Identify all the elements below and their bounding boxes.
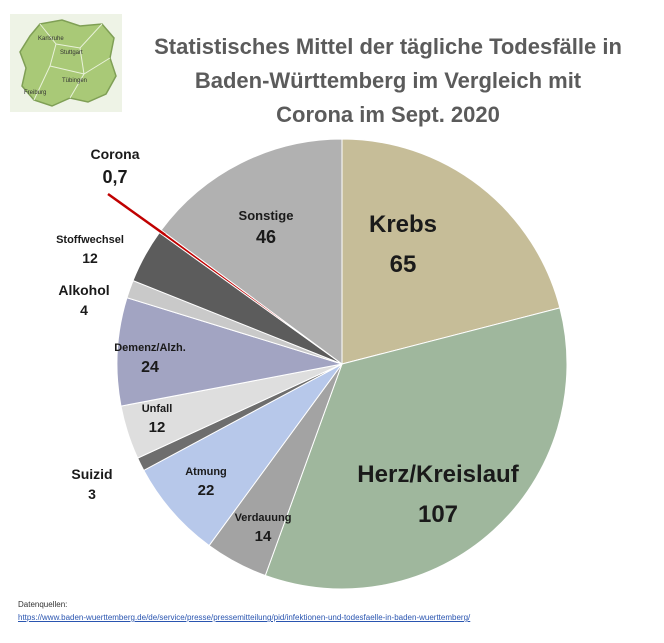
slice-name-alkohol: Alkohol (58, 282, 110, 298)
slice-label-stoffwechsel: Stoffwechsel 12 (40, 234, 140, 267)
baden-wuerttemberg-map-icon: Karlsruhe Stuttgart Tübingen Freiburg (10, 14, 122, 112)
slice-label-sonstige: Sonstige 46 (218, 208, 314, 249)
slice-value-demenz-alzh-: 24 (141, 358, 159, 376)
corona-leader-line (107, 192, 166, 236)
slice-name-unfall: Unfall (141, 403, 173, 415)
slice-name-krebs: Krebs (368, 211, 438, 238)
slice-name-demenz-alzh-: Demenz/Alzh. (114, 342, 186, 354)
chart-title-line-1: Statistisches Mittel der tägliche Todesf… (154, 34, 622, 59)
pie-slice-sonstige (160, 138, 343, 365)
slice-label-herz-kreislauf: Herz/Kreislauf 107 (338, 460, 538, 530)
slice-value-corona: 0,7 (102, 166, 128, 187)
slice-value-krebs: 65 (389, 251, 417, 278)
slice-name-stoffwechsel: Stoffwechsel (56, 234, 124, 246)
sources-label: Datenquellen: (18, 600, 68, 609)
slice-name-verdauung: Verdauung (234, 512, 292, 524)
slice-value-unfall: 12 (148, 418, 166, 436)
pie-slice-herz-kreislauf (264, 307, 568, 590)
chart-title-line-3: Corona im Sept. 2020 (276, 102, 500, 127)
slice-value-suizid: 3 (88, 485, 96, 502)
slice-name-sonstige: Sonstige (238, 208, 294, 223)
map-city-tuebingen: Tübingen (62, 78, 87, 84)
slice-value-sonstige: 46 (255, 227, 277, 248)
slice-name-suizid: Suizid (71, 466, 113, 482)
slice-value-verdauung: 14 (254, 527, 272, 545)
slice-value-herz-kreislauf: 107 (417, 501, 459, 528)
chart-title: Statistisches Mittel der tägliche Todesf… (118, 30, 658, 132)
pie-slice-demenz-alzh- (116, 297, 343, 407)
pie-slice-krebs (341, 138, 561, 365)
slice-name-herz-kreislauf: Herz/Kreislauf (357, 461, 519, 488)
slice-label-alkohol: Alkohol 4 (44, 282, 124, 319)
slice-value-atmung: 22 (197, 481, 215, 499)
slice-label-atmung: Atmung 22 (168, 466, 244, 501)
map-city-stuttgart: Stuttgart (60, 50, 83, 56)
slice-name-atmung: Atmung (185, 466, 227, 478)
slice-label-unfall: Unfall 12 (124, 403, 190, 438)
slice-value-stoffwechsel: 12 (82, 249, 98, 266)
chart-title-line-2: Baden-Württemberg im Vergleich mit (194, 68, 582, 93)
slice-label-verdauung: Verdauung 14 (222, 512, 304, 547)
sources-link[interactable]: https://www.baden-wuerttemberg.de/de/ser… (18, 613, 471, 622)
map-city-freiburg: Freiburg (24, 90, 46, 96)
slice-label-krebs: Krebs 65 (348, 210, 458, 280)
slice-value-alkohol: 4 (80, 301, 88, 318)
slice-name-corona: Corona (90, 146, 140, 162)
slice-label-suizid: Suizid 3 (62, 466, 122, 503)
map-city-karlsruhe: Karlsruhe (38, 36, 64, 42)
slice-label-demenz-alzh-: Demenz/Alzh. 24 (100, 342, 200, 378)
pie-slice-atmung (143, 363, 343, 547)
slice-label-corona: Corona 0,7 (70, 146, 160, 188)
